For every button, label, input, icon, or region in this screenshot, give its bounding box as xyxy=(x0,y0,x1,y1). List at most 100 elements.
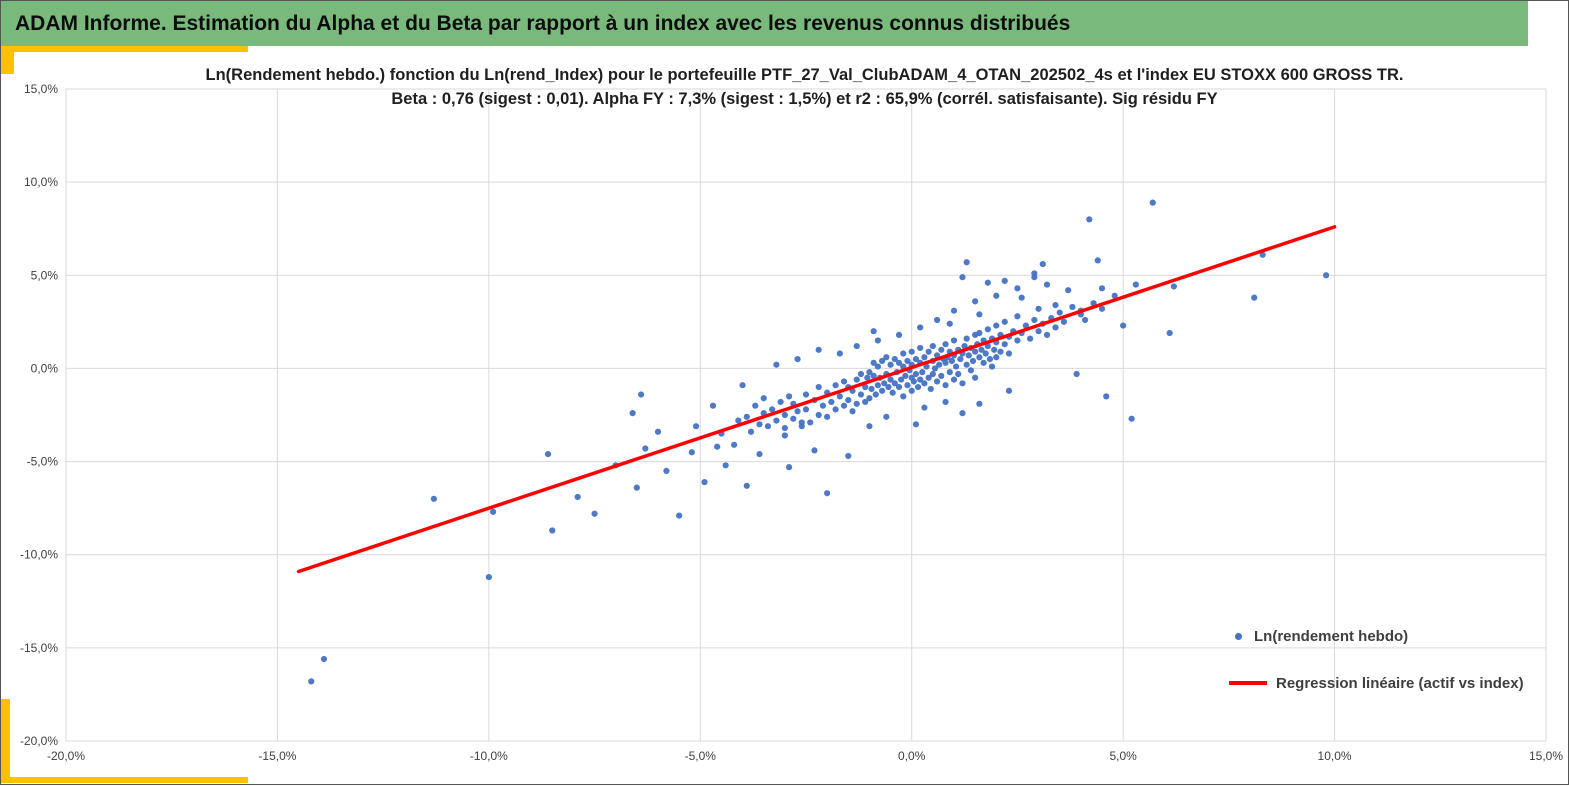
scatter-point xyxy=(832,382,839,389)
scatter-point xyxy=(1014,337,1021,344)
scatter-point xyxy=(991,346,998,353)
scatter-point xyxy=(629,410,636,417)
scatter-point xyxy=(1031,316,1038,324)
scatter-point xyxy=(1035,328,1042,335)
scatter-point xyxy=(938,346,945,353)
scatter-point xyxy=(936,361,943,368)
scatter-point xyxy=(840,402,848,409)
scatter-point xyxy=(984,326,991,333)
legend-item-scatter-series[interactable]: Ln(rendement hebdo) xyxy=(1229,621,1524,651)
scatter-point xyxy=(1081,316,1089,324)
scatter-point xyxy=(963,361,970,368)
scatter-point xyxy=(879,357,886,365)
scatter-point xyxy=(308,678,315,685)
scatter-point xyxy=(988,363,996,370)
scatter-point xyxy=(642,445,649,452)
scatter-point xyxy=(972,298,979,305)
scatter-point xyxy=(910,378,917,385)
scatter-point xyxy=(925,374,932,381)
scatter-point xyxy=(1027,335,1034,342)
scatter-point xyxy=(976,354,983,361)
scatter-point xyxy=(967,367,975,374)
scatter-point xyxy=(637,391,645,398)
scatter-point xyxy=(777,398,784,406)
scatter-point xyxy=(993,322,1000,329)
scatter-point xyxy=(993,292,1000,299)
scatter-point xyxy=(633,484,640,491)
scatter-point xyxy=(743,413,750,420)
scatter-point xyxy=(929,370,936,378)
yellow-accent-top-horizontal xyxy=(1,46,248,52)
axis-tick-labels: -20,0% -15,0% -10,0% -5,0% 0,0% 5,0% 10,0% 15,0… xyxy=(20,82,1563,763)
scatter-point xyxy=(731,441,738,448)
x-tick-label: 15,0% xyxy=(1529,749,1563,763)
scatter-point xyxy=(946,369,953,376)
scatter-point xyxy=(1043,331,1051,338)
scatter-points xyxy=(308,199,1330,685)
scatter-point xyxy=(1014,313,1021,320)
scatter-point xyxy=(760,395,767,402)
scatter-point xyxy=(815,346,822,353)
scatter-point xyxy=(785,464,793,471)
scatter-point xyxy=(1128,415,1135,422)
gridlines xyxy=(65,88,1547,742)
scatter-point xyxy=(802,391,810,398)
scatter-point xyxy=(953,363,960,370)
scatter-point xyxy=(773,361,780,368)
scatter-point xyxy=(1132,281,1139,288)
scatter-point xyxy=(1018,294,1025,301)
scatter-point xyxy=(870,328,877,335)
scatter-point xyxy=(931,365,939,372)
scatter-point xyxy=(959,410,966,417)
scatter-point xyxy=(1022,322,1029,329)
y-tick-label: -15,0% xyxy=(20,641,58,655)
scatter-point xyxy=(714,443,721,450)
scatter-point xyxy=(942,382,949,389)
y-tick-label: -10,0% xyxy=(20,548,58,562)
scatter-point xyxy=(828,398,835,406)
scatter-point xyxy=(972,374,979,381)
scatter-point xyxy=(976,311,983,318)
scatter-point xyxy=(902,372,909,379)
scatter-point xyxy=(895,331,903,338)
scatter-point xyxy=(908,348,915,355)
scatter-point xyxy=(756,421,763,428)
scatter-point xyxy=(866,369,873,376)
scatter-point xyxy=(997,348,1004,355)
scatter-point xyxy=(908,387,915,394)
scatter-point xyxy=(942,341,949,348)
scatter-point xyxy=(978,346,985,353)
scatter-point xyxy=(549,527,556,534)
chart-title-line1: Ln(Rendement hebdo.) fonction du Ln(rend… xyxy=(205,66,1404,84)
scatter-point xyxy=(925,348,932,355)
scatter-point xyxy=(963,335,970,342)
x-tick-label: -20,0% xyxy=(47,749,85,763)
scatter-point xyxy=(544,451,552,458)
scatter-point xyxy=(836,393,843,400)
scatter-point xyxy=(959,380,966,387)
scatter-point xyxy=(887,361,894,368)
scatter-point xyxy=(1120,322,1127,329)
scatter-point xyxy=(824,413,831,420)
scatter-point xyxy=(921,404,928,411)
y-tick-label: 0,0% xyxy=(31,361,59,375)
scatter-point xyxy=(874,382,881,389)
scatter-point xyxy=(574,493,581,501)
scatter-point xyxy=(917,324,924,331)
x-tick-label: -10,0% xyxy=(470,749,508,763)
report-header: ADAM Informe. Estimation du Alpha et du … xyxy=(1,1,1528,46)
scatter-point xyxy=(1103,393,1110,400)
scatter-point xyxy=(1094,257,1101,264)
scatter-point xyxy=(1251,294,1258,301)
legend-item-regression[interactable]: Regression linéaire (actif vs index) xyxy=(1229,668,1524,698)
x-tick-label: 0,0% xyxy=(898,749,926,763)
scatter-point xyxy=(1323,272,1330,279)
scatter-point xyxy=(912,370,920,378)
scatter-point xyxy=(895,359,903,366)
scatter-point xyxy=(1043,281,1051,288)
scatter-point xyxy=(959,274,966,281)
chart-title-line2: Beta : 0,76 (sigest : 0,01). Alpha FY : … xyxy=(391,90,1218,108)
scatter-point xyxy=(1065,287,1072,294)
scatter-point xyxy=(735,417,742,424)
